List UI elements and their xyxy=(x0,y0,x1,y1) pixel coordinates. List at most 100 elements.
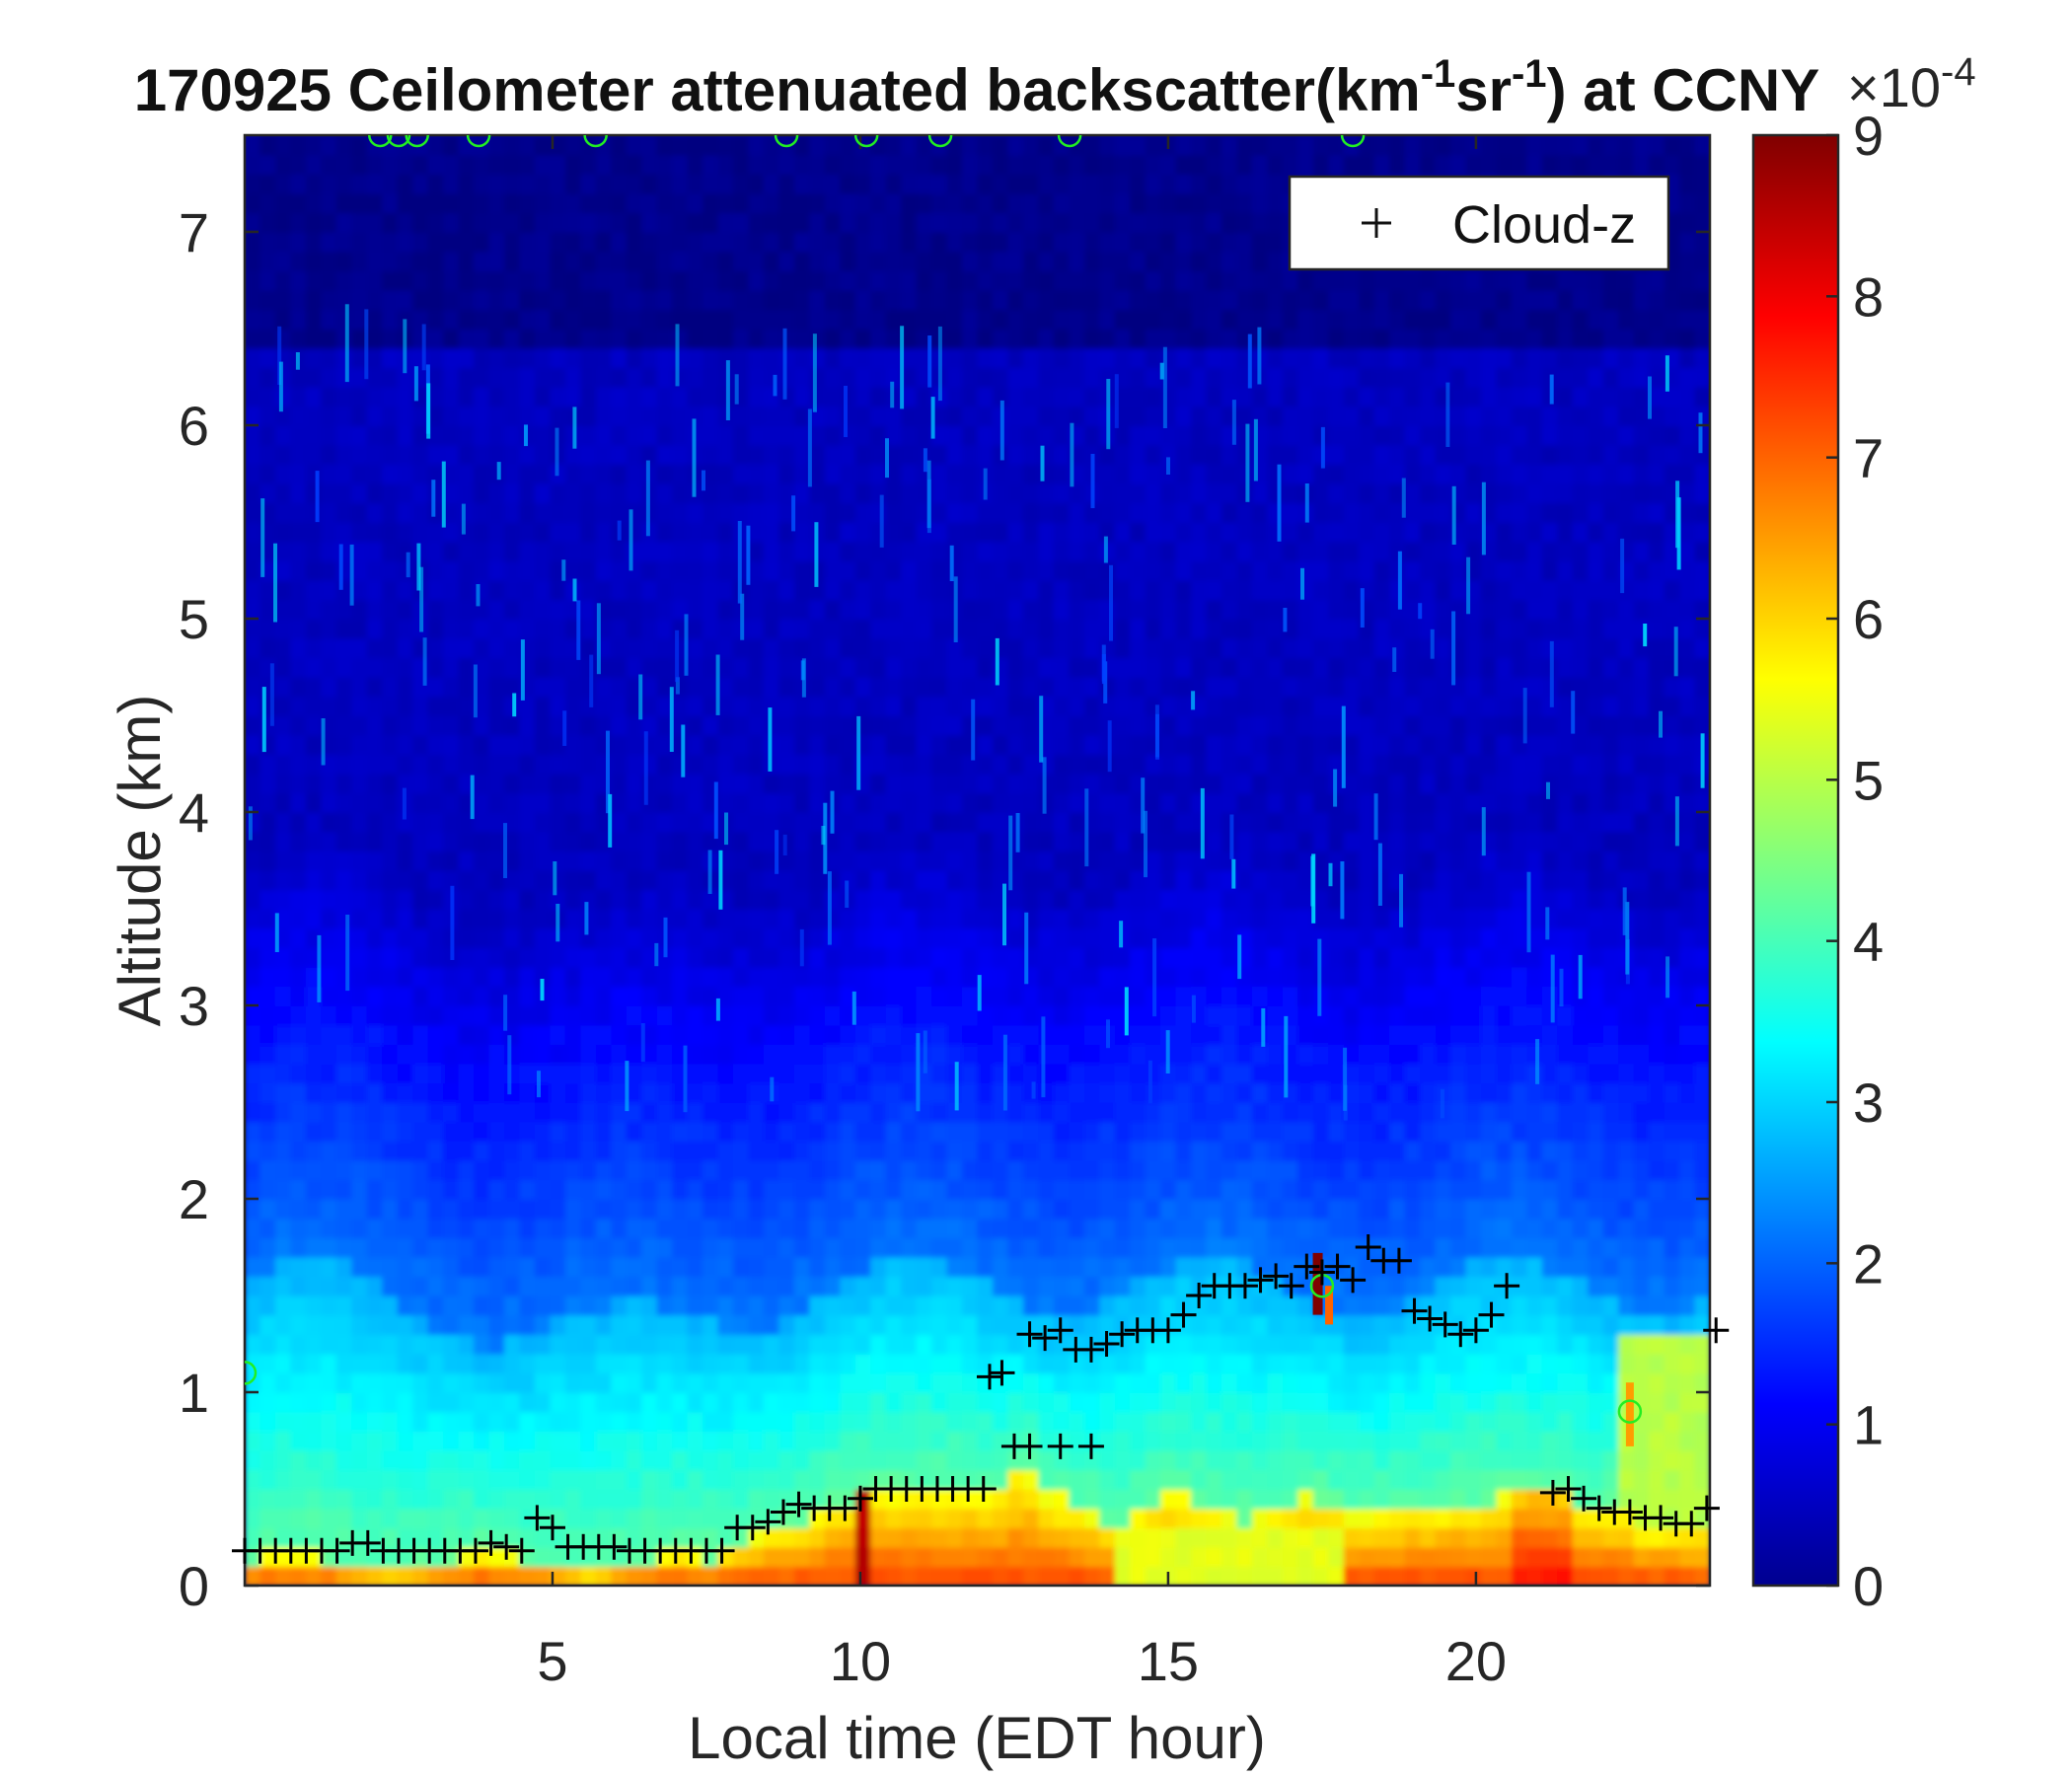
y-tick-label: 1 xyxy=(179,1362,209,1424)
y-axis-label: Altitude (km) xyxy=(107,695,173,1027)
x-tick-label: 20 xyxy=(1445,1630,1507,1692)
x-axis: 5 10 15 20 xyxy=(537,135,1507,1692)
circle-marker xyxy=(853,135,879,148)
colorbar-tick-label: 0 xyxy=(1853,1555,1884,1617)
cloud-z-point xyxy=(1278,1273,1304,1299)
cloud-z-point xyxy=(970,1476,997,1502)
circle-marker xyxy=(245,1361,258,1385)
cloud-z-point xyxy=(1032,1325,1059,1352)
cloud-z-point xyxy=(976,1364,1002,1390)
x-axis-label: Local time (EDT hour) xyxy=(688,1705,1266,1771)
plot-frame xyxy=(243,133,1712,1588)
cloud-z-point xyxy=(493,1533,520,1560)
cloud-z-point xyxy=(1016,1321,1043,1348)
cloud-z-point xyxy=(1478,1301,1505,1328)
circle-marker xyxy=(1617,1399,1643,1424)
cloud-z-point xyxy=(1263,1263,1290,1290)
cloud-z-point xyxy=(524,1505,551,1531)
colorbar-tick-label: 3 xyxy=(1853,1072,1884,1134)
cloud-z-point xyxy=(1077,1336,1104,1363)
cloud-z-point xyxy=(354,1529,381,1556)
cloud-z-point xyxy=(478,1529,504,1556)
cloud-z-point xyxy=(1586,1495,1612,1521)
colorbar-ticks: 0 1 2 3 4 5 6 7 8 9 xyxy=(1826,105,1884,1617)
cloud-z-point xyxy=(1539,1479,1566,1506)
cloud-z-point xyxy=(1109,1321,1136,1348)
colorbar-tick-label: 9 xyxy=(1853,105,1884,167)
cloud-z-point xyxy=(1340,1267,1367,1294)
legend[interactable]: Cloud-z xyxy=(1288,175,1670,271)
y-tick-label: 5 xyxy=(179,588,209,650)
cloud-z-markers xyxy=(232,1234,1730,1564)
cloud-z-point xyxy=(601,1533,628,1560)
cloud-z-point xyxy=(739,1515,766,1541)
y-tick-label: 3 xyxy=(179,975,209,1037)
cloud-z-point xyxy=(1186,1283,1213,1308)
cloud-z-point xyxy=(539,1515,565,1541)
y-axis: 0 1 2 3 4 5 6 7 xyxy=(179,201,1710,1617)
colorbar-tick-label: 5 xyxy=(1853,749,1884,811)
circle-marker xyxy=(368,135,393,148)
y-tick-label: 0 xyxy=(179,1555,209,1617)
x-tick-label: 10 xyxy=(830,1630,891,1692)
x-tick-label: 15 xyxy=(1138,1630,1199,1692)
cloud-z-point xyxy=(1616,1499,1643,1525)
circle-marker xyxy=(1340,135,1366,148)
backscatter-field xyxy=(245,135,1710,1586)
colorbar: 0 1 2 3 4 5 6 7 8 9 ×10-4 xyxy=(1751,50,1976,1617)
cloud-z-point xyxy=(1417,1305,1443,1332)
cloud-z-point xyxy=(1571,1485,1597,1512)
y-tick-label: 4 xyxy=(179,781,209,844)
heatmap-area xyxy=(245,135,1710,1586)
colorbar-multiplier: ×10-4 xyxy=(1847,50,1976,118)
circle-marker xyxy=(386,135,411,148)
cloud-z-point xyxy=(1047,1317,1073,1344)
y-tick-label: 6 xyxy=(179,395,209,457)
cloud-z-point xyxy=(1093,1331,1120,1357)
cloud-z-point xyxy=(1462,1317,1489,1344)
cloud-z-point xyxy=(462,1537,488,1564)
colorbar-tick-label: 8 xyxy=(1853,265,1884,328)
cloud-z-point xyxy=(1170,1301,1197,1328)
cloud-z-point xyxy=(847,1485,873,1512)
cloud-z-point xyxy=(755,1509,781,1535)
cloud-z-point xyxy=(508,1537,535,1564)
cloud-z-point xyxy=(1703,1317,1730,1344)
cloud-z-point xyxy=(1648,1505,1674,1531)
y-tick-label: 2 xyxy=(179,1168,209,1230)
colorbar-tick-label: 1 xyxy=(1853,1394,1884,1456)
cloud-z-point xyxy=(1016,1433,1043,1459)
cloud-z-point xyxy=(1693,1495,1720,1521)
colorbar-tick-label: 4 xyxy=(1853,911,1884,973)
chart-title: 170925 Ceilometer attenuated backscatter… xyxy=(134,52,1820,123)
cloud-z-point xyxy=(832,1495,858,1521)
circle-marker xyxy=(927,135,953,148)
cloud-z-point xyxy=(1447,1321,1474,1348)
circle-marker xyxy=(1057,135,1082,148)
circle-marker xyxy=(774,135,799,148)
cloud-z-point xyxy=(770,1499,796,1525)
cloud-z-point xyxy=(1555,1476,1582,1502)
circle-marker xyxy=(583,135,608,148)
cloud-z-point xyxy=(1294,1253,1320,1280)
cloud-z-point xyxy=(1678,1511,1705,1537)
cloud-z-point xyxy=(1308,1259,1335,1286)
cloud-z-point xyxy=(989,1360,1015,1386)
colorbar-tick-label: 7 xyxy=(1853,427,1884,489)
cloud-z-point xyxy=(1231,1273,1258,1299)
cloud-z-point xyxy=(1401,1297,1428,1324)
colorbar-bar xyxy=(1751,133,1840,1588)
cloud-z-point xyxy=(708,1537,735,1564)
cloud-z-point xyxy=(1355,1234,1381,1260)
cloud-z-point xyxy=(1432,1311,1458,1338)
cloud-z-point xyxy=(1324,1253,1351,1280)
cloud-z-point xyxy=(1494,1273,1520,1299)
cloud-z-point xyxy=(1077,1433,1104,1459)
cloud-z-point xyxy=(1385,1247,1412,1274)
legend-marker-plus xyxy=(1362,208,1391,238)
legend-label-cloud-z: Cloud-z xyxy=(1452,195,1636,255)
backscatter-streaks xyxy=(248,304,1710,1446)
x-tick-label: 5 xyxy=(537,1630,567,1692)
cloud-z-point xyxy=(785,1491,812,1517)
